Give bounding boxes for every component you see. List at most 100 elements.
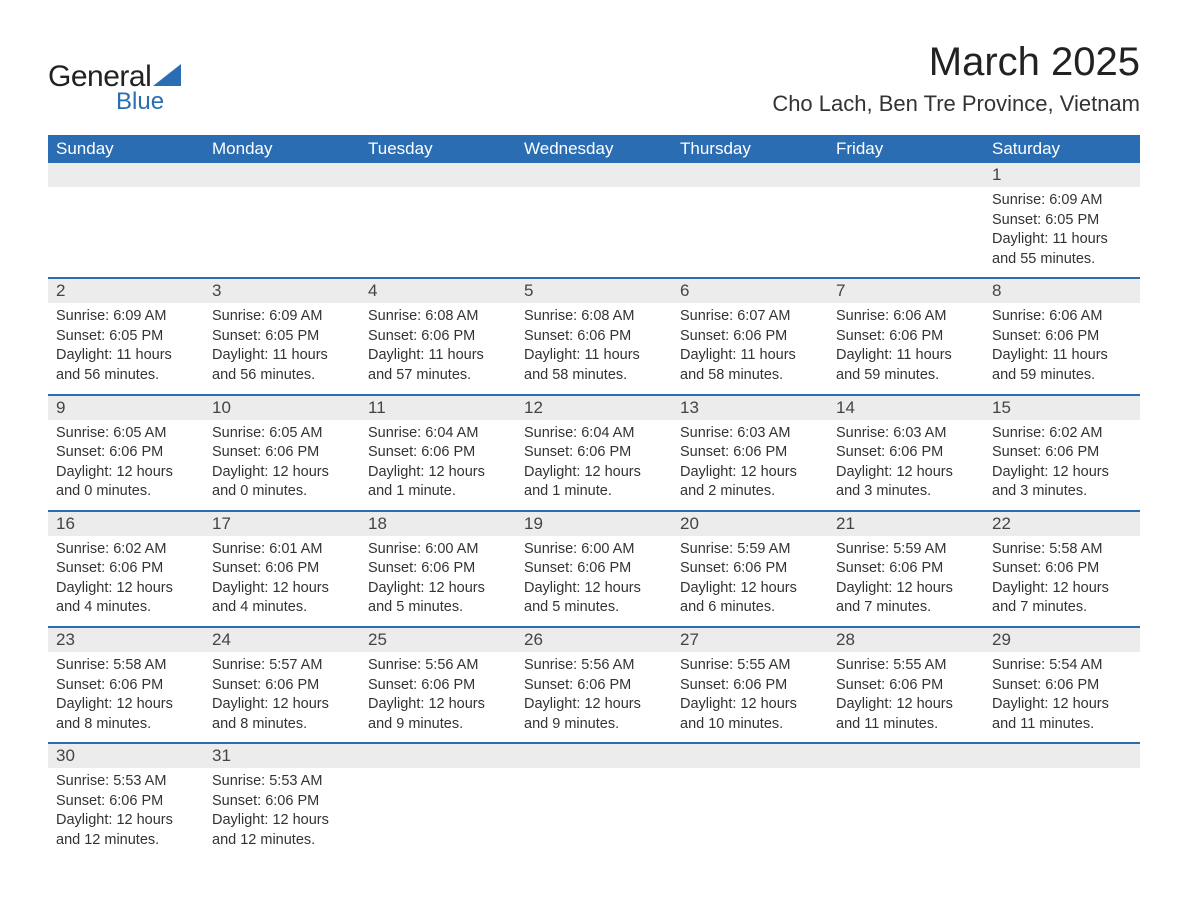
day-detail: Sunrise: 6:02 AMSunset: 6:06 PMDaylight:… [48,536,204,627]
empty-cell [828,768,984,858]
daylight-line: Daylight: 12 hours and 3 minutes. [992,463,1132,502]
day-detail: Sunrise: 6:09 AMSunset: 6:05 PMDaylight:… [984,187,1140,278]
sunset-line: Sunset: 6:06 PM [368,559,508,579]
daylight-line: Daylight: 12 hours and 8 minutes. [56,695,196,734]
day-number: 12 [516,395,672,420]
sunrise-line: Sunrise: 6:04 AM [524,424,664,444]
sunset-line: Sunset: 6:06 PM [368,676,508,696]
weekday-row: SundayMondayTuesdayWednesdayThursdayFrid… [48,135,1140,163]
sunset-line: Sunset: 6:05 PM [56,327,196,347]
empty-cell [516,768,672,858]
sunset-line: Sunset: 6:06 PM [56,559,196,579]
day-detail: Sunrise: 5:56 AMSunset: 6:06 PMDaylight:… [360,652,516,743]
day-detail: Sunrise: 6:09 AMSunset: 6:05 PMDaylight:… [48,303,204,394]
sunrise-line: Sunrise: 6:02 AM [56,540,196,560]
day-detail: Sunrise: 6:09 AMSunset: 6:05 PMDaylight:… [204,303,360,394]
daynum-row: 1 [48,163,1140,187]
sunset-line: Sunset: 6:06 PM [992,559,1132,579]
sunset-line: Sunset: 6:06 PM [368,443,508,463]
sunrise-line: Sunrise: 6:08 AM [524,307,664,327]
day-number: 29 [984,627,1140,652]
empty-cell [204,163,360,187]
day-detail: Sunrise: 6:03 AMSunset: 6:06 PMDaylight:… [672,420,828,511]
sunrise-line: Sunrise: 6:01 AM [212,540,352,560]
daylight-line: Daylight: 12 hours and 1 minute. [368,463,508,502]
sunset-line: Sunset: 6:06 PM [212,443,352,463]
day-number: 30 [48,743,204,768]
daylight-line: Daylight: 12 hours and 11 minutes. [992,695,1132,734]
sunrise-line: Sunrise: 6:00 AM [524,540,664,560]
day-number: 4 [360,278,516,303]
day-detail: Sunrise: 6:02 AMSunset: 6:06 PMDaylight:… [984,420,1140,511]
empty-cell [672,743,828,768]
sunset-line: Sunset: 6:06 PM [212,676,352,696]
daylight-line: Daylight: 11 hours and 55 minutes. [992,230,1132,269]
daylight-line: Daylight: 11 hours and 58 minutes. [680,346,820,385]
detail-row: Sunrise: 5:58 AMSunset: 6:06 PMDaylight:… [48,652,1140,743]
month-title: March 2025 [772,40,1140,85]
daylight-line: Daylight: 11 hours and 57 minutes. [368,346,508,385]
sunset-line: Sunset: 6:06 PM [680,676,820,696]
calendar-head: SundayMondayTuesdayWednesdayThursdayFrid… [48,135,1140,163]
empty-cell [516,163,672,187]
day-detail: Sunrise: 6:00 AMSunset: 6:06 PMDaylight:… [360,536,516,627]
logo: General Blue [48,60,181,116]
day-number: 8 [984,278,1140,303]
day-number: 9 [48,395,204,420]
sunrise-line: Sunrise: 6:00 AM [368,540,508,560]
day-number: 25 [360,627,516,652]
sunrise-line: Sunrise: 5:56 AM [368,656,508,676]
daylight-line: Daylight: 12 hours and 0 minutes. [212,463,352,502]
empty-cell [516,743,672,768]
daylight-line: Daylight: 12 hours and 11 minutes. [836,695,976,734]
daylight-line: Daylight: 12 hours and 3 minutes. [836,463,976,502]
sunrise-line: Sunrise: 6:05 AM [212,424,352,444]
day-number: 28 [828,627,984,652]
day-number: 21 [828,511,984,536]
day-detail: Sunrise: 5:53 AMSunset: 6:06 PMDaylight:… [204,768,360,858]
sunset-line: Sunset: 6:06 PM [680,327,820,347]
header: General Blue March 2025 Cho Lach, Ben Tr… [48,40,1140,117]
day-number: 27 [672,627,828,652]
day-number: 14 [828,395,984,420]
sunrise-line: Sunrise: 5:59 AM [680,540,820,560]
empty-cell [984,743,1140,768]
sunset-line: Sunset: 6:06 PM [992,443,1132,463]
sunset-line: Sunset: 6:06 PM [212,792,352,812]
sunrise-line: Sunrise: 6:09 AM [56,307,196,327]
sunrise-line: Sunrise: 5:55 AM [680,656,820,676]
sunset-line: Sunset: 6:06 PM [524,676,664,696]
day-detail: Sunrise: 5:55 AMSunset: 6:06 PMDaylight:… [672,652,828,743]
daylight-line: Daylight: 12 hours and 1 minute. [524,463,664,502]
daylight-line: Daylight: 12 hours and 5 minutes. [368,579,508,618]
sunrise-line: Sunrise: 5:54 AM [992,656,1132,676]
day-number: 6 [672,278,828,303]
sunset-line: Sunset: 6:06 PM [56,443,196,463]
day-number: 7 [828,278,984,303]
weekday-header: Wednesday [516,135,672,163]
logo-triangle-icon [153,64,181,91]
day-detail: Sunrise: 6:05 AMSunset: 6:06 PMDaylight:… [48,420,204,511]
day-detail: Sunrise: 5:53 AMSunset: 6:06 PMDaylight:… [48,768,204,858]
day-number: 18 [360,511,516,536]
daylight-line: Daylight: 12 hours and 9 minutes. [368,695,508,734]
sunrise-line: Sunrise: 6:05 AM [56,424,196,444]
daynum-row: 23242526272829 [48,627,1140,652]
daylight-line: Daylight: 12 hours and 9 minutes. [524,695,664,734]
daylight-line: Daylight: 12 hours and 0 minutes. [56,463,196,502]
day-number: 22 [984,511,1140,536]
sunset-line: Sunset: 6:06 PM [524,327,664,347]
day-detail: Sunrise: 6:00 AMSunset: 6:06 PMDaylight:… [516,536,672,627]
day-detail: Sunrise: 6:05 AMSunset: 6:06 PMDaylight:… [204,420,360,511]
daylight-line: Daylight: 11 hours and 56 minutes. [212,346,352,385]
day-number: 20 [672,511,828,536]
empty-cell [672,163,828,187]
daynum-row: 16171819202122 [48,511,1140,536]
day-number: 2 [48,278,204,303]
sunrise-line: Sunrise: 5:53 AM [56,772,196,792]
empty-cell [828,163,984,187]
sunset-line: Sunset: 6:06 PM [56,676,196,696]
detail-row: Sunrise: 5:53 AMSunset: 6:06 PMDaylight:… [48,768,1140,858]
sunrise-line: Sunrise: 6:08 AM [368,307,508,327]
calendar-table: SundayMondayTuesdayWednesdayThursdayFrid… [48,135,1140,859]
